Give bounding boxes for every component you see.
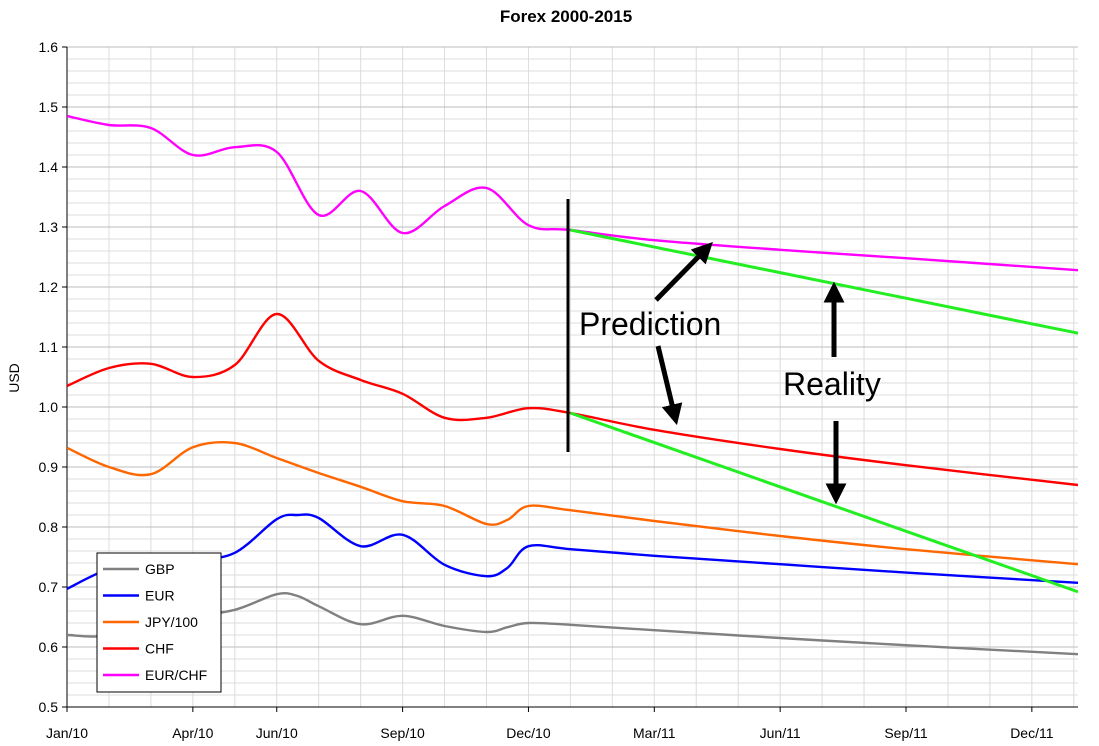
y-tick-label: 0.7: [39, 579, 59, 595]
annotation-prediction: Prediction: [579, 306, 721, 342]
y-tick-labels: 0.5 0.6 0.7 0.8 0.9 1.0 1.1 1.2 1.3 1.4 1.5 1.6: [39, 39, 59, 715]
x-tick-label: Mar/11: [633, 725, 676, 741]
legend: GBP EUR JPY/100 CHF EUR/CHF: [96, 552, 222, 693]
x-tick-label: Sep/10: [380, 725, 425, 741]
x-tick-label: Apr/10: [172, 725, 213, 741]
y-tick-label: 1.3: [39, 219, 59, 235]
legend-label-eur-chf: EUR/CHF: [145, 667, 207, 683]
y-tick-label: 1.6: [39, 39, 59, 55]
y-tick-label: 0.8: [39, 519, 59, 535]
y-tick-label: 1.2: [39, 279, 59, 295]
grid: [66, 46, 1078, 708]
x-tick-label: Dec/11: [1010, 725, 1054, 741]
y-tick-label: 0.9: [39, 459, 59, 475]
x-tick-label: Sep/11: [884, 725, 928, 741]
y-tick-label: 1.1: [39, 339, 59, 355]
prediction-lines: [569, 228, 1078, 594]
legend-label-jpy-100: JPY/100: [145, 614, 198, 630]
series-line-eur-chf: [67, 114, 1078, 272]
legend-label-chf: CHF: [145, 641, 174, 657]
axes: [62, 46, 1078, 712]
chart-title: Forex 2000-2015: [500, 7, 632, 26]
prediction-line-2: [569, 411, 1078, 594]
x-tick-label: Jun/10: [256, 725, 298, 741]
y-tick-label: 1.0: [39, 399, 59, 415]
y-tick-label: 0.6: [39, 639, 59, 655]
arrow-prediction-down: [655, 345, 683, 426]
series-line-chf: [67, 312, 1078, 487]
x-tick-label: Jan/10: [46, 725, 88, 741]
x-tick-label: Dec/10: [506, 725, 551, 741]
y-axis-title: USD: [6, 363, 22, 393]
annotation-reality: Reality: [783, 366, 881, 402]
series-line-jpy-100: [67, 440, 1078, 566]
arrow-prediction-up: [654, 242, 713, 302]
y-tick-label: 0.5: [39, 699, 59, 715]
legend-label-eur: EUR: [145, 588, 175, 604]
legend-label-gbp: GBP: [145, 561, 175, 577]
x-tick-label: Jun/11: [760, 725, 801, 741]
x-tick-labels: Jan/10 Apr/10 Jun/10 Sep/10 Dec/10 Mar/11 Jun/…: [46, 725, 1054, 741]
y-tick-label: 1.4: [39, 159, 59, 175]
y-tick-label: 1.5: [39, 99, 59, 115]
